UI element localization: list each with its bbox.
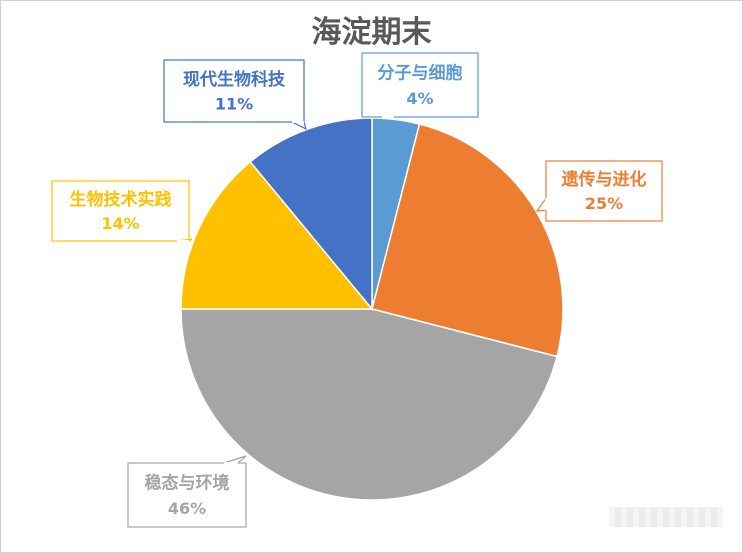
data-label-callout: 分子与细胞 4% — [361, 52, 479, 118]
data-label-callout: 现代生物科技 11% — [163, 59, 307, 131]
callout-box — [163, 59, 305, 123]
pie-slice — [249, 117, 373, 312]
chart-title: 海淀期末 — [311, 15, 432, 50]
data-label-callout: 生物技术实践 14% — [51, 180, 193, 242]
data-label-callout: 稳态与环境 46% — [127, 455, 247, 528]
slice-value-label: 14% — [101, 214, 139, 233]
pie-slice — [180, 308, 558, 501]
callout-box — [545, 160, 663, 222]
slice-label: 稳态与环境 — [145, 473, 230, 494]
pie-slice — [180, 160, 374, 310]
callout-box — [51, 180, 190, 242]
data-label-callouts: 分子与细胞 4% 遗传与进化 25% 稳态与环境 46% 生物技术实践 14% 现代生物科技 11… — [51, 52, 663, 528]
callout-box — [361, 52, 479, 118]
slice-label: 现代生物科技 — [183, 69, 286, 90]
callout-pointer — [223, 455, 247, 464]
slice-label: 生物技术实践 — [70, 189, 172, 210]
pie-slices — [180, 117, 564, 501]
data-label-callout: 遗传与进化 25% — [535, 160, 663, 222]
callout-box — [127, 462, 247, 528]
watermark-blur — [609, 507, 723, 527]
slice-value-label: 25% — [585, 194, 623, 213]
slice-label: 遗传与进化 — [561, 169, 647, 190]
pie-slice — [371, 123, 564, 358]
slice-label: 分子与细胞 — [378, 63, 463, 84]
slice-value-label: 11% — [215, 95, 253, 114]
slice-value-label: 46% — [168, 499, 206, 518]
slice-value-label: 4% — [406, 89, 433, 108]
callout-pointer — [291, 121, 307, 131]
callout-pointer — [535, 197, 547, 212]
